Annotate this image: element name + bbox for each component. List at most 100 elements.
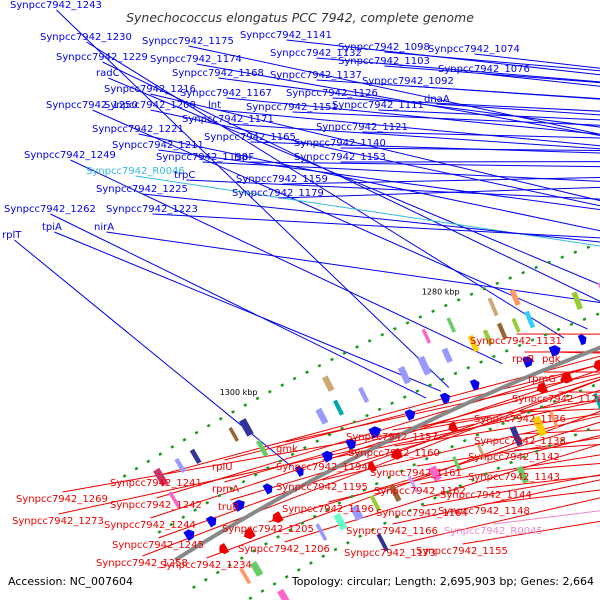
feature-block	[516, 465, 529, 484]
guide-line	[152, 213, 600, 239]
feature-block	[482, 329, 493, 346]
gene-label-synpcc7942-1166: Synpcc7942_1166	[346, 526, 438, 537]
forward-gene-arrow	[439, 392, 451, 405]
feature-block	[421, 328, 432, 344]
gene-label-synpcc7942-1142: Synpcc7942_1142	[468, 452, 560, 463]
gene-label-synpcc7942-1242: Synpcc7942_1242	[110, 500, 202, 511]
feature-block	[428, 465, 442, 482]
reverse-gene-arrow	[536, 381, 548, 394]
feature-block	[333, 512, 348, 531]
guide-line	[284, 443, 600, 543]
feature-block	[509, 425, 523, 447]
gene-label-synpcc7942-1131: Synpcc7942_1131	[470, 336, 562, 347]
guide-line	[158, 378, 600, 539]
gene-label-gmk: gmk	[276, 444, 298, 455]
guide-line	[268, 421, 600, 523]
feature-block	[467, 334, 480, 353]
feature-block	[376, 533, 389, 552]
gene-label-synpcc7942-1273: Synpcc7942_1273	[12, 516, 104, 527]
gene-label-synpcc7942-1092: Synpcc7942_1092	[362, 76, 454, 87]
forward-gene-arrow	[469, 379, 480, 391]
feature-block	[487, 297, 499, 317]
gene-label-synpcc7942-1155: Synpcc7942_1155	[416, 546, 508, 557]
feature-block	[315, 523, 328, 541]
gene-label-synpcc7942-1245: Synpcc7942_1245	[112, 540, 204, 551]
gene-label-synpcc7942-1161: Synpcc7942_1161	[370, 468, 462, 479]
gene-label-rpma: rpmA	[212, 484, 239, 495]
gene-label-synpcc7942-1121: Synpcc7942_1121	[316, 122, 408, 133]
feature-block	[322, 375, 335, 392]
feature-block	[168, 491, 181, 508]
feature-block	[509, 289, 521, 307]
gene-label-synpcc7942-r0046: Synpcc7942_R0046	[86, 166, 185, 177]
guide-line	[217, 109, 600, 147]
forward-gene-arrow	[522, 356, 534, 368]
gene-label-nira: nirA	[94, 222, 114, 233]
forward-gene-arrow	[294, 466, 304, 477]
gene-label-synpcc7942-1111: Synpcc7942_1111	[332, 100, 424, 111]
gene-label-synpcc7942-1103: Synpcc7942_1103	[338, 56, 430, 67]
guide-line	[362, 131, 600, 139]
guide-line	[50, 213, 427, 399]
gene-label-synpcc7942-1140: Synpcc7942_1140	[294, 138, 386, 149]
guide-line	[322, 415, 600, 481]
guide-line	[316, 57, 600, 83]
gene-label-synpcc7942-r0045: Synpcc7942_R0045	[444, 526, 543, 537]
gene-label-radc: radC	[96, 68, 120, 79]
gene-label-synpcc7942-1138: Synpcc7942_1138	[474, 436, 566, 447]
feature-block	[452, 456, 462, 471]
gene-label-synpcc7942-1194: Synpcc7942_1194	[276, 462, 368, 473]
gene-label-synpcc7942-1198: Synpcc7942_1198	[156, 152, 248, 163]
guide-line	[156, 363, 600, 499]
gene-label-synpcc7942-1244: Synpcc7942_1244	[104, 520, 196, 531]
gene-label-pgk: pgk	[542, 354, 561, 365]
gene-label-synpcc7942-1126: Synpcc7942_1126	[286, 88, 378, 99]
guide-line	[292, 111, 600, 126]
gene-label-dnaa: dnaA	[424, 94, 450, 105]
gene-label-synpcc7942-1173: Synpcc7942_1173	[344, 548, 436, 559]
reverse-gene-arrow	[272, 511, 284, 523]
gene-label-synpcc7942-1128: Synpcc7942_1128	[512, 394, 600, 405]
gene-label-synpcc7942-1143: Synpcc7942_1143	[468, 472, 560, 483]
reverse-gene-arrow	[560, 371, 573, 384]
feature-block	[228, 426, 239, 442]
gene-label-trpc: trpC	[174, 170, 195, 181]
gene-label-synpcc7942-1225: Synpcc7942_1225	[96, 184, 188, 195]
feature-block	[417, 355, 432, 376]
gene-label-synpcc7942-1141: Synpcc7942_1141	[240, 30, 332, 41]
scale-labels: 1080 kbp1100 kbp1120 kbp1140 kbp1160 kbp…	[220, 288, 460, 397]
gene-label-synpcc7942-1249: Synpcc7942_1249	[24, 150, 116, 161]
scale-label: 1280 kbp	[422, 288, 460, 297]
feature-block	[511, 317, 521, 333]
feature-block	[333, 399, 344, 416]
gene-label-synpcc7942-1076: Synpcc7942_1076	[438, 64, 530, 75]
feature-block	[389, 484, 402, 502]
guide-line	[230, 389, 600, 501]
gene-label-synpcc7942-1243: Synpcc7942_1243	[10, 0, 102, 11]
feature-block	[549, 410, 560, 429]
guide-line	[54, 231, 442, 392]
gene-label-synpcc7942-1136: Synpcc7942_1136	[474, 414, 566, 425]
guide-line	[138, 133, 600, 232]
reverse-gene-arrow	[368, 461, 377, 472]
guide-line	[56, 9, 450, 388]
genome-summary-text: Topology: circular; Length: 2,695,903 bp…	[291, 575, 594, 588]
guide-line	[206, 410, 600, 559]
gene-label-synpcc7942-1269: Synpcc7942_1269	[16, 494, 108, 505]
map-title: Synechococcus elongatus PCC 7942, comple…	[126, 10, 474, 25]
guide-line	[224, 376, 600, 483]
gene-label-synpcc7942-1262: Synpcc7942_1262	[4, 204, 96, 215]
gene-label-synpcc7942-1137: Synpcc7942_1137	[270, 70, 362, 81]
gene-label-synpcc7942-1132: Synpcc7942_1132	[270, 48, 362, 59]
guide-line	[142, 193, 600, 243]
guide-line	[150, 369, 600, 519]
gene-label-synpcc7942-1241: Synpcc7942_1241	[110, 478, 202, 489]
gene-label-synpcc7942-1208: Synpcc7942_1208	[104, 100, 196, 111]
feature-block	[239, 418, 254, 437]
reverse-gene-arrow	[391, 448, 403, 460]
guide-line	[108, 77, 600, 286]
gene-label-synpcc7942-1098: Synpcc7942_1098	[338, 42, 430, 53]
feature-block	[397, 365, 412, 385]
gene-label-synpcc7942-1221: Synpcc7942_1221	[92, 124, 184, 135]
gene-labels: Synpcc7942_1243 Synpcc7942_1230 Synpcc7942…	[2, 0, 600, 571]
